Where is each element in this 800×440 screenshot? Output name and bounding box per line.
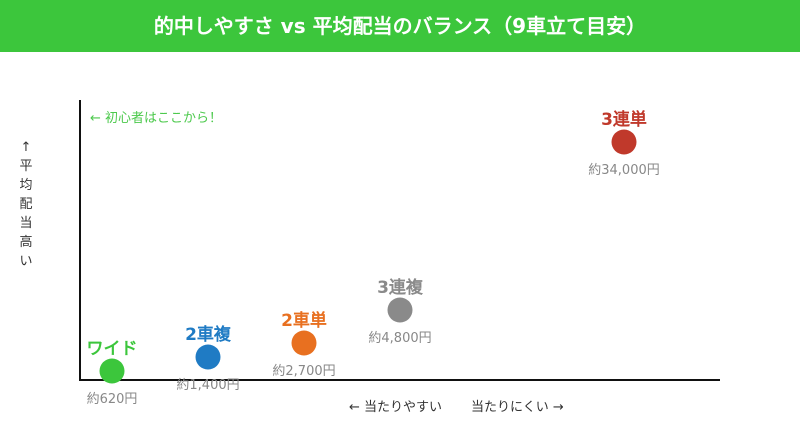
point-value: 約4,800円 [368,331,432,346]
point-label: 2車単 [281,311,327,331]
point-label: 2車複 [185,325,231,345]
point-marker [99,358,125,384]
point-label: 3連単 [601,110,647,130]
chart-title: 的中しやすさ vs 平均配当のバランス（9車立て目安） [0,0,800,52]
point-marker [387,297,413,323]
point-marker [291,330,317,356]
point-value: 約2,700円 [272,364,336,379]
point-marker [611,129,637,155]
y-axis-label: ↑平均配当高い [19,140,33,269]
x-axis-label-right: 当たりにくい → [471,400,564,415]
point-label: ワイド [86,339,138,359]
point-value: 約620円 [86,392,138,407]
point-value: 約1,400円 [176,378,240,393]
point-label: 3連複 [377,278,423,298]
point-marker [195,344,221,370]
point-value: 約34,000円 [588,163,660,178]
x-axis-label-left: ← 当たりやすい [349,400,443,415]
beginner-annotation: ← 初心者はここから！ [90,111,223,126]
y-axis [79,100,81,381]
x-axis [79,379,720,381]
